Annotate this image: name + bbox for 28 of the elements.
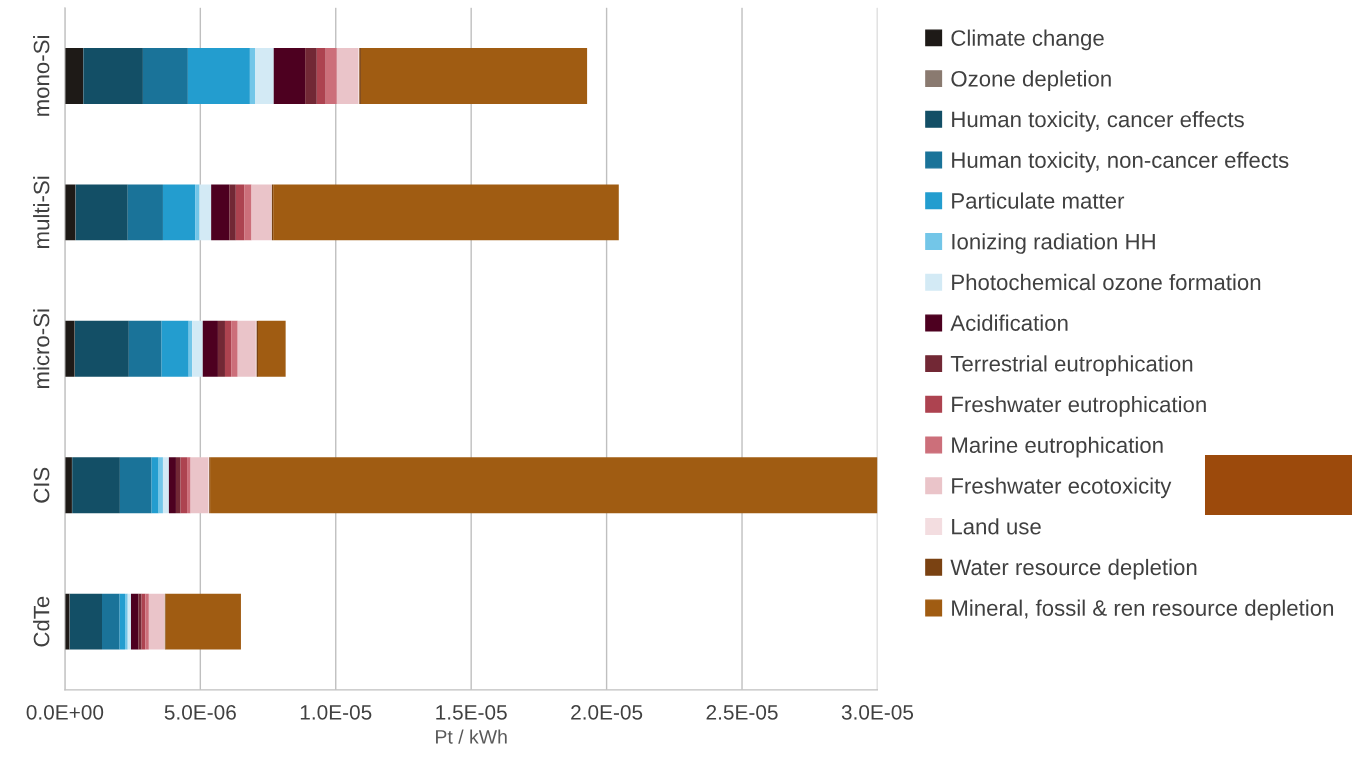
legend-label: Land use [952, 518, 1041, 535]
y-tick-label: multi-Si [33, 176, 50, 248]
legend-label: Photochemical ozone formation [952, 273, 1261, 291]
y-tick-label: CIS [33, 467, 50, 503]
legend-label: Ozone depletion [951, 70, 1111, 91]
legend-label: Water resource depletion [950, 558, 1197, 580]
legend-label: Particulate matter [952, 192, 1125, 209]
legend-label: Freshwater eutrophication [952, 396, 1206, 417]
y-tick-label: CdTe [33, 596, 50, 647]
legend-label: Mineral, fossil & ren resource depletion [952, 599, 1334, 621]
legend-label: Climate change [951, 29, 1104, 51]
x-axis-title: Pt / kWh [436, 729, 507, 744]
x-tick-label: 1.5E-05 [436, 705, 507, 720]
legend-label: Human toxicity, non-cancer effects [952, 151, 1289, 173]
y-tick-label: micro-Si [33, 309, 50, 389]
x-tick-label: 2.5E-05 [706, 705, 778, 720]
legend-label: Human toxicity, cancer effects [952, 111, 1244, 132]
x-tick-label: 3.0E-05 [841, 705, 914, 720]
legend-label: Ionizing radiation HH [952, 233, 1155, 254]
x-tick-label: 5.0E-06 [164, 705, 236, 720]
legend-label: Terrestrial eutrophication [950, 355, 1193, 377]
x-tick-label: 2.0E-05 [571, 705, 643, 720]
legend-label: Acidification [950, 314, 1068, 331]
legend-label: Freshwater ecotoxicity [952, 477, 1172, 499]
x-tick-label: 0.0E+00 [26, 705, 104, 720]
x-tick-label: 1.0E-05 [300, 705, 372, 720]
legend-label: Marine eutrophication [952, 436, 1163, 458]
y-tick-label: mono-Si [33, 36, 50, 116]
